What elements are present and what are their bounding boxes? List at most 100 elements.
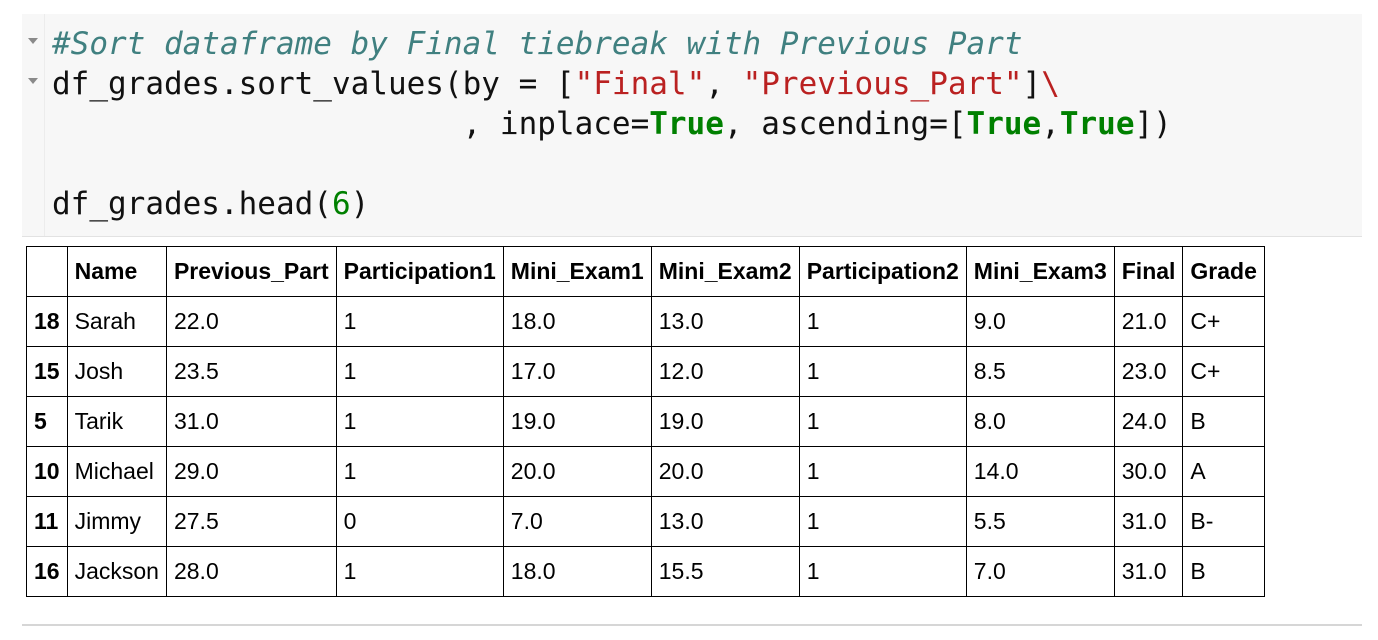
cell-participation1: 0 [335, 496, 504, 547]
cell-mini-exam3: 14.0 [965, 446, 1115, 497]
code-text: , [705, 66, 743, 102]
row-index: 10 [26, 446, 68, 497]
code-text: , inplace= [52, 106, 650, 142]
column-header-mini-exam3: Mini_Exam3 [965, 246, 1115, 297]
code-keyword: True [1059, 106, 1135, 142]
cell-mini-exam2: 19.0 [650, 396, 800, 447]
cell-mini-exam1: 20.0 [502, 446, 652, 497]
cell-final: 24.0 [1113, 396, 1184, 447]
cell-grade: B [1182, 396, 1265, 447]
column-header-final: Final [1113, 246, 1184, 297]
column-header-mini-exam1: Mini_Exam1 [502, 246, 652, 297]
cell-name: Jimmy [66, 496, 167, 547]
cell-final: 31.0 [1113, 546, 1184, 597]
cell-mini-exam3: 5.5 [965, 496, 1115, 547]
cell-mini-exam1: 19.0 [502, 396, 652, 447]
column-header-grade: Grade [1182, 246, 1265, 297]
cell-participation1: 1 [335, 446, 504, 497]
cell-mini-exam1: 18.0 [502, 296, 652, 347]
cell-output: Name Previous_Part Participation1 Mini_E… [26, 246, 1265, 597]
fold-arrow-icon[interactable] [28, 78, 38, 84]
column-header-mini-exam2: Mini_Exam2 [650, 246, 800, 297]
cell-grade: B [1182, 546, 1265, 597]
code-text: df_grades.sort_values(by = [ [52, 66, 575, 102]
cell-final: 23.0 [1113, 346, 1184, 397]
cell-name: Josh [66, 346, 167, 397]
table-row: 11 Jimmy 27.5 0 7.0 13.0 1 5.5 31.0 B- [26, 496, 1265, 547]
cell-mini-exam3: 7.0 [965, 546, 1115, 597]
code-editor[interactable]: #Sort dataframe by Final tiebreak with P… [52, 24, 1172, 224]
row-index: 5 [26, 396, 68, 447]
table-row: 15 Josh 23.5 1 17.0 12.0 1 8.5 23.0 C+ [26, 346, 1265, 397]
cell-name: Jackson [66, 546, 167, 597]
cell-previous-part: 22.0 [165, 296, 337, 347]
header-row: Name Previous_Part Participation1 Mini_E… [26, 246, 1265, 297]
code-cell-input[interactable]: #Sort dataframe by Final tiebreak with P… [22, 14, 1362, 237]
cell-previous-part: 29.0 [165, 446, 337, 497]
row-index: 18 [26, 296, 68, 347]
column-header-participation2: Participation2 [798, 246, 967, 297]
table-row: 16 Jackson 28.0 1 18.0 15.5 1 7.0 31.0 B [26, 546, 1265, 597]
table-row: 5 Tarik 31.0 1 19.0 19.0 1 8.0 24.0 B [26, 396, 1265, 447]
cell-mini-exam2: 13.0 [650, 496, 800, 547]
code-text: ] [1022, 66, 1042, 102]
cell-mini-exam1: 18.0 [502, 546, 652, 597]
code-text: df_grades.head( [52, 186, 332, 222]
row-index: 16 [26, 546, 68, 597]
cell-grade: B- [1182, 496, 1265, 547]
cell-grade: A [1182, 446, 1265, 497]
dataframe-table: Name Previous_Part Participation1 Mini_E… [26, 246, 1265, 597]
table-body: 18 Sarah 22.0 1 18.0 13.0 1 9.0 21.0 C+ … [26, 296, 1265, 597]
cell-participation1: 1 [335, 546, 504, 597]
cell-mini-exam2: 20.0 [650, 446, 800, 497]
code-text: , ascending=[ [723, 106, 967, 142]
cell-previous-part: 31.0 [165, 396, 337, 447]
cell-mini-exam2: 15.5 [650, 546, 800, 597]
cell-mini-exam3: 8.0 [965, 396, 1115, 447]
cell-final: 21.0 [1113, 296, 1184, 347]
cell-participation2: 1 [798, 446, 967, 497]
cell-name: Sarah [66, 296, 167, 347]
code-string: "Previous_Part" [742, 66, 1023, 102]
code-number: 6 [331, 186, 351, 222]
cell-mini-exam3: 8.5 [965, 346, 1115, 397]
table-row: 18 Sarah 22.0 1 18.0 13.0 1 9.0 21.0 C+ [26, 296, 1265, 347]
cell-grade: C+ [1182, 346, 1265, 397]
cell-participation1: 1 [335, 396, 504, 447]
cell-previous-part: 23.5 [165, 346, 337, 397]
column-header-name: Name [66, 246, 167, 297]
cell-participation2: 1 [798, 296, 967, 347]
column-header-participation1: Participation1 [335, 246, 504, 297]
cell-divider [22, 624, 1362, 626]
column-header-previous-part: Previous_Part [165, 246, 337, 297]
cell-name: Tarik [66, 396, 167, 447]
cell-mini-exam2: 12.0 [650, 346, 800, 397]
cell-participation2: 1 [798, 396, 967, 447]
cell-name: Michael [66, 446, 167, 497]
code-text: , [1041, 106, 1060, 142]
cell-final: 31.0 [1113, 496, 1184, 547]
row-index: 15 [26, 346, 68, 397]
cell-participation2: 1 [798, 496, 967, 547]
code-gutter [22, 14, 45, 236]
column-header-index [26, 246, 68, 297]
cell-mini-exam2: 13.0 [650, 296, 800, 347]
fold-arrow-icon[interactable] [28, 38, 38, 44]
cell-participation2: 1 [798, 346, 967, 397]
cell-participation2: 1 [798, 546, 967, 597]
cell-previous-part: 28.0 [165, 546, 337, 597]
code-comment: #Sort dataframe by Final tiebreak with P… [52, 26, 1023, 62]
cell-final: 30.0 [1113, 446, 1184, 497]
code-text: ]) [1134, 106, 1172, 142]
cell-previous-part: 27.5 [165, 496, 337, 547]
cell-mini-exam1: 17.0 [502, 346, 652, 397]
cell-mini-exam1: 7.0 [502, 496, 652, 547]
code-string: "Final" [574, 66, 706, 102]
code-keyword: True [649, 106, 724, 142]
table-row: 10 Michael 29.0 1 20.0 20.0 1 14.0 30.0 … [26, 446, 1265, 497]
row-index: 11 [26, 496, 68, 547]
table-header: Name Previous_Part Participation1 Mini_E… [26, 246, 1265, 297]
cell-mini-exam3: 9.0 [965, 296, 1115, 347]
code-keyword: True [966, 106, 1042, 142]
line-continuation: \ [1041, 66, 1060, 102]
